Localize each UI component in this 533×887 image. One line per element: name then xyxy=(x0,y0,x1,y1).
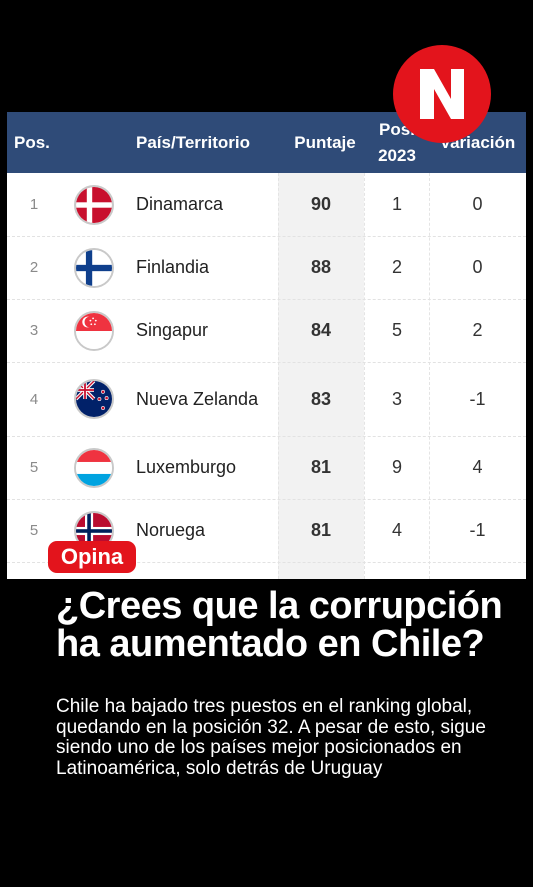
finland-flag-icon xyxy=(74,247,114,288)
new-zealand-flag-icon xyxy=(74,379,114,419)
row-pos-2023: 5 xyxy=(391,320,402,340)
row-pos-2023: 4 xyxy=(391,520,402,540)
row-country: Finlandia xyxy=(136,257,210,277)
column-divider xyxy=(429,173,430,579)
row-pos-2023: 3 xyxy=(391,388,402,409)
table-row: 1 Dinamarca 90 1 0 xyxy=(7,173,526,237)
column-divider xyxy=(278,173,279,579)
headline: ¿Crees que la corrupción ha aumentado en… xyxy=(56,585,503,665)
row-pos: 3 xyxy=(29,322,39,339)
row-pos: 5 xyxy=(29,459,39,476)
brand-logo xyxy=(393,45,491,143)
row-variation: 0 xyxy=(472,194,483,214)
row-score: 90 xyxy=(310,194,332,214)
opina-badge: Opina xyxy=(48,541,136,573)
singapore-flag-icon xyxy=(74,310,114,351)
row-country: Nueva Zelanda xyxy=(136,388,259,409)
column-divider xyxy=(364,173,365,579)
denmark-flag-icon xyxy=(74,184,114,225)
n-logo-icon xyxy=(420,69,464,119)
body-text: Chile ha bajado tres puestos en el ranki… xyxy=(56,696,486,779)
row-country: Singapur xyxy=(136,320,209,340)
row-country: Noruega xyxy=(136,520,206,540)
header-country: País/Territorio xyxy=(136,132,250,152)
header-score: Puntaje xyxy=(294,132,356,152)
row-score: 84 xyxy=(310,320,332,340)
row-variation: -1 xyxy=(469,388,486,409)
row-pos-2023: 9 xyxy=(391,457,402,477)
table-row: 3 Singapur 84 5 2 xyxy=(7,299,526,363)
row-country: Luxemburgo xyxy=(136,457,237,477)
row-pos: 4 xyxy=(29,390,39,408)
header-pos: Pos. xyxy=(14,132,50,152)
row-variation: 2 xyxy=(472,320,483,340)
row-variation: -1 xyxy=(469,520,486,540)
ranking-table: Pos. País/Territorio Puntaje Pos. 2023 V… xyxy=(7,112,526,579)
header-pos-2023-line2: 2023 xyxy=(378,145,416,165)
row-pos: 5 xyxy=(29,522,39,539)
row-score: 81 xyxy=(310,457,332,477)
row-pos-2023: 2 xyxy=(391,257,402,277)
row-pos: 2 xyxy=(29,259,39,276)
table-row: 4 Nueva Zelanda 83 3 -1 xyxy=(7,362,526,437)
row-variation: 4 xyxy=(472,457,483,477)
luxembourg-flag-icon xyxy=(74,447,114,488)
row-pos: 1 xyxy=(29,196,39,213)
table-row: 5 Noruega 81 4 -1 xyxy=(7,499,526,563)
row-score: 83 xyxy=(310,388,332,409)
row-country: Dinamarca xyxy=(136,194,224,214)
row-variation: 0 xyxy=(472,257,483,277)
score-column-bg xyxy=(278,173,364,579)
row-score: 81 xyxy=(310,520,332,540)
row-score: 88 xyxy=(310,257,332,277)
row-pos-2023: 1 xyxy=(391,194,402,214)
table-row: 5 Luxemburgo 81 9 4 xyxy=(7,436,526,500)
table-row: 2 Finlandia 88 2 0 xyxy=(7,236,526,300)
